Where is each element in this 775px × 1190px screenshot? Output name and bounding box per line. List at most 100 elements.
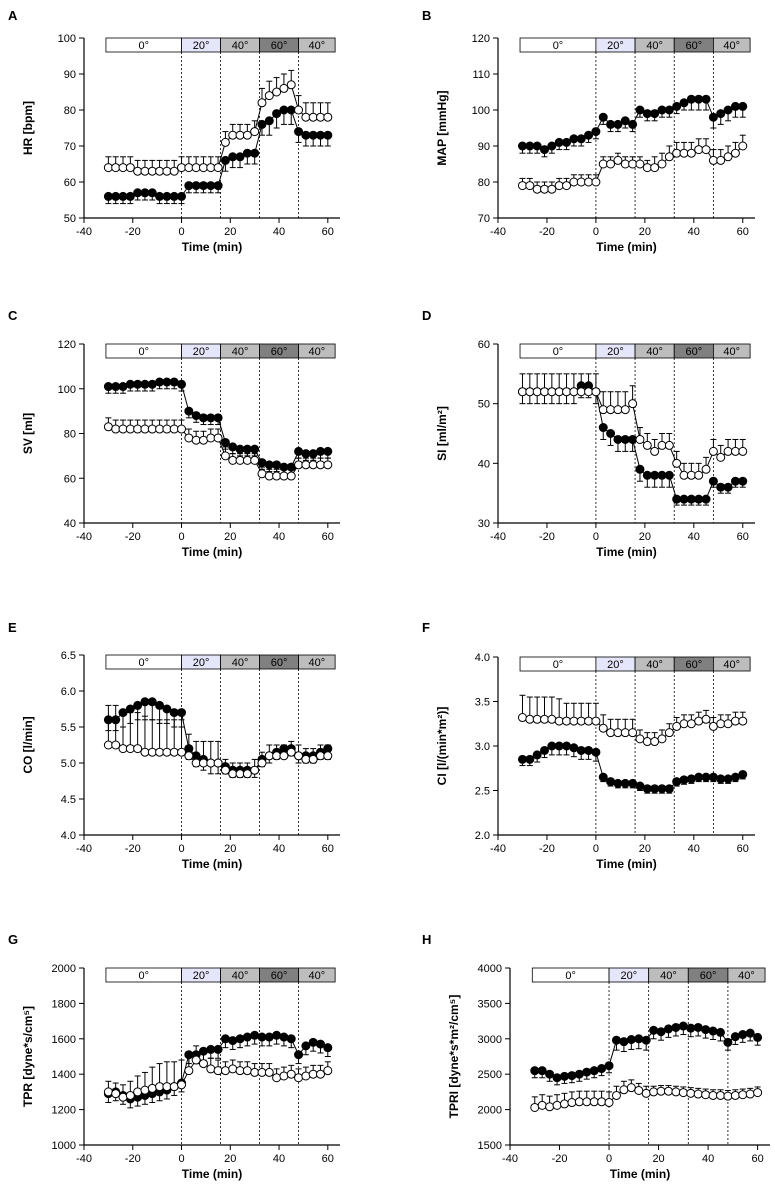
data-point — [650, 470, 660, 480]
data-point — [323, 460, 333, 470]
data-point — [250, 127, 260, 137]
data-point — [723, 105, 733, 115]
data-point — [547, 141, 557, 151]
tilt-segment-label: 40° — [309, 970, 326, 982]
data-point — [576, 177, 586, 187]
data-point — [286, 1034, 296, 1044]
data-point — [286, 471, 296, 481]
y-tick-label: 3500 — [478, 998, 502, 1010]
panel-letter: E — [8, 620, 17, 635]
data-point — [532, 714, 542, 724]
panel-b: B 70 80 90 100 110 120 -40 -20 0 20 40 60 Time (min) M… — [422, 8, 755, 254]
data-point — [671, 1087, 681, 1097]
data-point — [554, 387, 564, 397]
x-tick-label: 0 — [178, 1153, 184, 1165]
y-tick-label: 1400 — [52, 1069, 76, 1081]
data-point — [279, 751, 289, 761]
series-open — [530, 1079, 763, 1112]
data-point — [294, 105, 304, 115]
data-point — [301, 460, 311, 470]
data-point — [242, 148, 252, 158]
data-point — [540, 184, 550, 194]
data-point — [198, 435, 208, 445]
y-tick-label: 120 — [472, 33, 490, 45]
y-tick-label: 2500 — [478, 1069, 502, 1081]
data-point — [118, 163, 128, 173]
x-tick-label: -20 — [552, 1153, 568, 1165]
tilt-segment-label: 40° — [723, 659, 740, 671]
data-point — [635, 434, 645, 444]
data-point — [140, 188, 150, 198]
data-point — [576, 134, 586, 144]
data-point — [228, 1036, 238, 1046]
data-point — [155, 377, 165, 387]
data-point — [250, 444, 260, 454]
x-tick-label: -20 — [125, 1153, 141, 1165]
y-tick-label: 5.0 — [61, 758, 76, 770]
data-point — [308, 112, 318, 122]
data-point — [213, 413, 223, 423]
data-point — [672, 101, 682, 111]
tilt-segment-label: 40° — [646, 659, 663, 671]
data-point — [576, 716, 586, 726]
data-point — [103, 1087, 113, 1097]
y-tick-label: 2.0 — [475, 830, 490, 842]
series-filled — [103, 105, 333, 205]
tilt-segment-label: 40° — [646, 346, 663, 358]
data-point — [664, 784, 674, 794]
tilt-segment-label: 40° — [738, 970, 755, 982]
data-point — [257, 758, 267, 768]
data-point — [272, 471, 282, 481]
data-point — [525, 387, 535, 397]
data-point — [650, 784, 660, 794]
data-point — [664, 105, 674, 115]
data-point — [701, 94, 711, 104]
x-tick-label: 40 — [702, 1153, 714, 1165]
y-tick-label: 2000 — [478, 1105, 502, 1117]
data-point — [582, 1097, 592, 1107]
data-point — [264, 460, 274, 470]
data-point — [133, 166, 143, 176]
y-tick-label: 80 — [478, 177, 490, 189]
y-tick-label: 1200 — [52, 1105, 76, 1117]
data-point — [162, 1082, 172, 1092]
data-point — [738, 446, 748, 456]
data-point — [716, 719, 726, 729]
x-tick-label: 60 — [322, 531, 334, 543]
data-point — [220, 1066, 230, 1076]
data-point — [125, 424, 135, 434]
data-point — [228, 152, 238, 162]
data-point — [738, 1030, 748, 1040]
data-point — [628, 399, 638, 409]
panel-letter: C — [8, 308, 18, 323]
data-point — [517, 713, 527, 723]
y-tick-label: 1500 — [478, 1140, 502, 1152]
data-point — [686, 470, 696, 480]
data-point — [264, 1067, 274, 1077]
data-point — [537, 1100, 547, 1110]
data-point — [308, 130, 318, 140]
data-point — [286, 80, 296, 90]
data-point — [169, 708, 179, 718]
data-point — [220, 1034, 230, 1044]
data-point — [279, 83, 289, 93]
data-point — [250, 455, 260, 465]
data-point — [133, 424, 143, 434]
x-tick-label: 20 — [224, 1153, 236, 1165]
data-point — [140, 1085, 150, 1095]
panel-letter: F — [422, 620, 430, 635]
data-point — [723, 774, 733, 784]
x-tick-label: 40 — [273, 226, 285, 238]
x-tick-label: -40 — [490, 226, 506, 238]
x-tick-label: 60 — [737, 843, 749, 855]
data-point — [517, 387, 527, 397]
y-tick-label: 40 — [478, 458, 490, 470]
data-point — [730, 1032, 740, 1042]
data-point — [753, 1032, 763, 1042]
x-axis-title: Time (min) — [182, 1167, 242, 1181]
data-point — [228, 130, 238, 140]
tilt-segment — [298, 967, 336, 983]
series-open — [517, 134, 748, 194]
data-point — [686, 719, 696, 729]
data-point — [598, 723, 608, 733]
